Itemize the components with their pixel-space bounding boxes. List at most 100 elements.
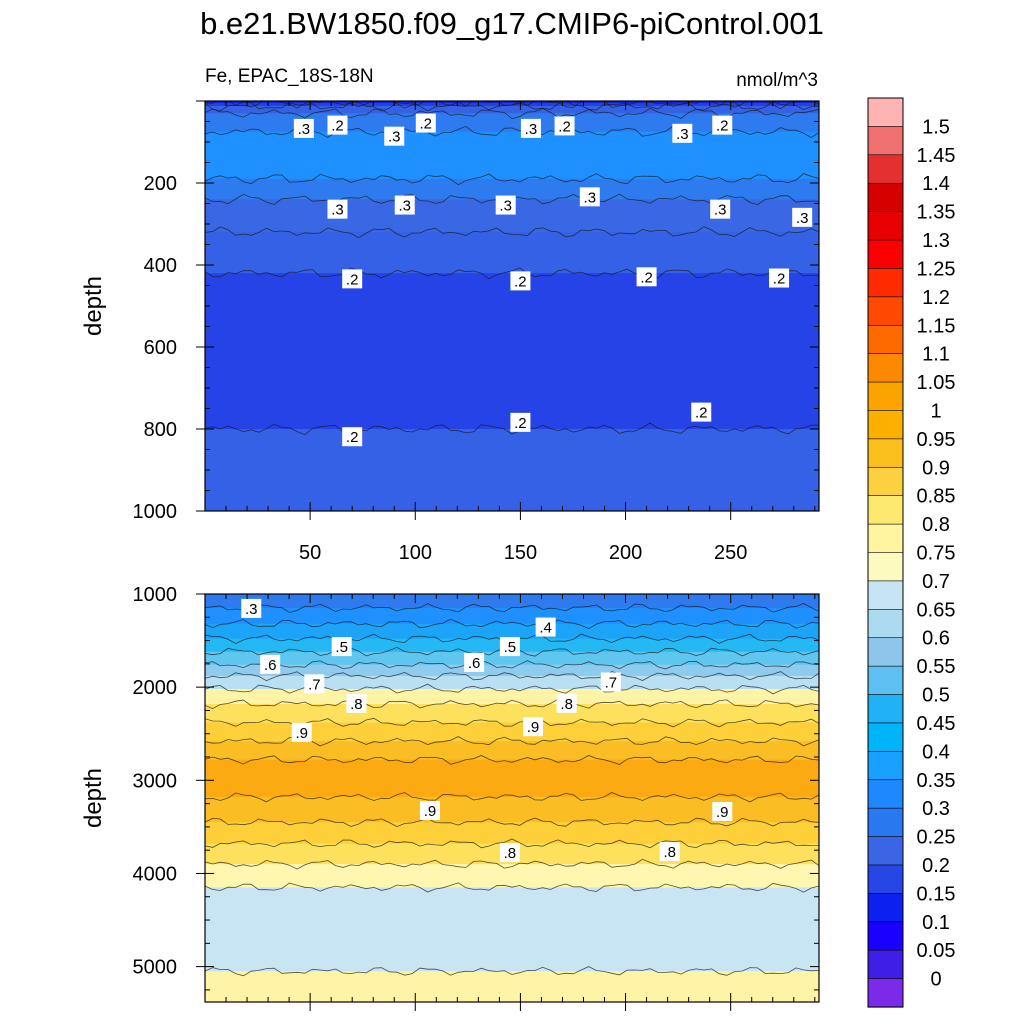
colorbar-swatch [867, 211, 904, 241]
contour-label: .2 [327, 115, 348, 135]
contour-label-text: .2 [346, 271, 359, 288]
colorbar-label: 1.5 [922, 116, 950, 138]
colorbar-label: 0.8 [922, 514, 950, 536]
contour-line [205, 618, 819, 630]
contour-label: .9 [712, 801, 733, 821]
colorbar-swatch [867, 97, 904, 128]
colorbar-swatch [867, 268, 904, 298]
colorbar-label: 1.2 [922, 287, 950, 309]
colorbar-swatch [867, 126, 904, 156]
contour-label-text: .3 [399, 198, 412, 215]
upper-panel: .3 .2 .3 .2 .3 .2 .3 .2 .3 .3 .3 .3 .3 .3 .2 .2 .2 .2 .2 .2… [80, 100, 820, 564]
x-tick-label: 250 [714, 542, 747, 564]
contour-line [205, 966, 819, 977]
x-tick-label: 100 [399, 542, 432, 564]
contour-label-text: .3 [584, 189, 597, 206]
contour-band [205, 101, 819, 105]
contour-label-text: .3 [298, 121, 311, 138]
y-tick-label: 1000 [133, 501, 178, 523]
contour-label: .6 [464, 652, 485, 672]
y-tick-label: 200 [144, 173, 177, 195]
contour-label-text: .3 [331, 202, 344, 219]
contour-band [205, 131, 819, 180]
contour-label: .9 [523, 717, 544, 737]
contour-band [205, 105, 819, 115]
contour-label-text: .7 [605, 674, 618, 691]
contour-band [205, 429, 819, 511]
contour-label: .9 [291, 722, 312, 742]
colorbar-swatch [867, 949, 904, 980]
y-tick-label: 1000 [133, 584, 178, 606]
colorbar-frame [867, 97, 904, 1008]
contour-label-text: .3 [388, 129, 401, 146]
contour-label: .3 [495, 195, 516, 215]
contour-band [205, 822, 819, 845]
colorbar-label: 1.25 [917, 258, 956, 280]
contour-label: .2 [712, 115, 733, 135]
contour-label-text: .8 [350, 696, 363, 713]
contour-label-text: .3 [245, 601, 258, 618]
colorbar-swatch [867, 296, 904, 326]
contour-label-text: .9 [716, 804, 729, 821]
contour-label: .3 [672, 123, 693, 143]
contour-label: .3 [384, 126, 405, 146]
contour-label-text: .6 [468, 655, 481, 672]
colorbar-label: 1.05 [917, 372, 956, 394]
contour-band [205, 232, 819, 275]
y-tick-label: 600 [144, 337, 177, 359]
contour-line [205, 817, 819, 828]
contour-label: .3 [241, 598, 262, 618]
contour-label-text: .3 [676, 126, 689, 143]
colorbar-label: 0.2 [922, 855, 950, 877]
y-tick-label: 2000 [133, 677, 178, 699]
contour-band [205, 759, 819, 799]
colorbar-swatch [867, 694, 904, 724]
contour-band [205, 741, 819, 761]
contour-label: .9 [419, 801, 440, 821]
colorbar-label: 0.7 [922, 571, 950, 593]
contour-band [205, 607, 819, 625]
colorbar-label: 0.85 [917, 486, 956, 508]
contour-label-text: .3 [714, 202, 727, 219]
contour-line [205, 792, 819, 803]
contour-label-text: .2 [558, 118, 571, 135]
colorbar-swatch [867, 637, 904, 667]
contour-label-text: .2 [331, 118, 344, 135]
contour-label: .3 [327, 199, 348, 219]
colorbar-label: 0.15 [917, 883, 956, 905]
colorbar-label: 0 [930, 969, 941, 991]
contour-label-text: .4 [539, 620, 552, 637]
colorbar-label: 0.65 [917, 599, 956, 621]
contour-label: .3 [293, 118, 314, 138]
x-tick-label: 50 [299, 542, 321, 564]
colorbar-label: 0.5 [922, 685, 950, 707]
colorbar-swatch [867, 381, 904, 412]
contour-label: .8 [499, 842, 520, 862]
contour-label: .2 [510, 271, 531, 291]
contour-label-text: .9 [295, 725, 308, 742]
contour-label-text: .8 [560, 696, 573, 713]
y-tick-label: 400 [144, 255, 177, 277]
contour-band [205, 675, 819, 691]
colorbar-swatch [867, 466, 904, 497]
contour-label-text: .9 [424, 803, 437, 820]
colorbar-swatch [867, 722, 904, 752]
colorbar-swatch [867, 836, 904, 866]
contour-band [205, 178, 819, 201]
contour-line [205, 755, 819, 765]
colorbar-swatch [867, 438, 904, 468]
colorbar-label: 0.95 [917, 429, 956, 451]
colorbar-swatch [867, 523, 904, 554]
contour-label: .7 [304, 674, 325, 694]
contour-label-text: .2 [695, 405, 708, 422]
contour-label-text: .3 [499, 198, 512, 215]
contour-label: .3 [710, 199, 731, 219]
contour-label: .3 [579, 187, 600, 207]
colorbar-swatch [867, 609, 904, 639]
contour-line [205, 101, 819, 112]
variable-region-label: Fe, EPAC_18S-18N [205, 66, 374, 87]
contour-label-text: .2 [716, 118, 729, 135]
colorbar-swatch [867, 495, 904, 525]
contour-line [205, 698, 819, 710]
